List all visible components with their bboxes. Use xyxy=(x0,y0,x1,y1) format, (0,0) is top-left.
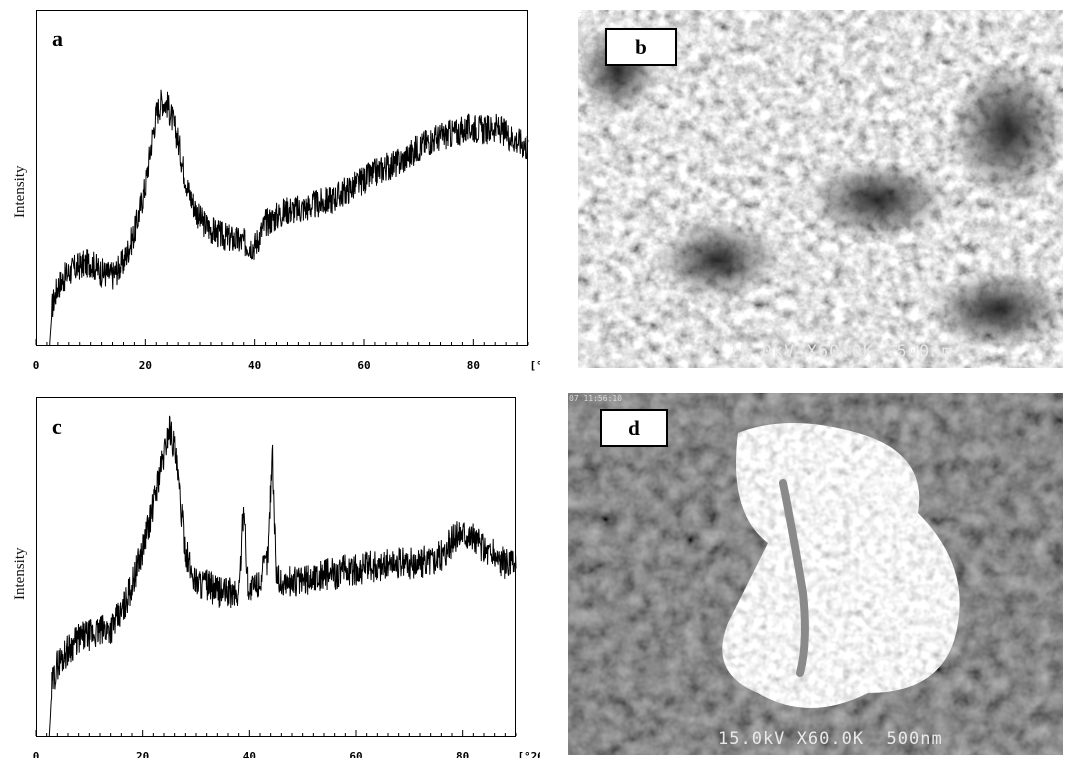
x-tick-label: 0 xyxy=(33,359,40,372)
sem-scale-bar-b: 15.0kV X60.0K 500nm xyxy=(728,342,953,362)
x-tick-label: 0 xyxy=(33,750,40,758)
sem-image-b: 210 10:27:04 b 15.0kV X60.0K 500nm xyxy=(578,10,1063,368)
chart-frame-a xyxy=(36,10,528,346)
x-tick-label: 60 xyxy=(349,750,362,758)
xrd-trace xyxy=(49,89,529,346)
sem-timestamp-d: 07 11:56:10 xyxy=(569,394,622,403)
panel-label-a: a xyxy=(52,26,63,51)
panel-label-d: d xyxy=(600,409,668,447)
x-axis-unit-label: [°2θ] xyxy=(517,750,540,758)
panel-label-b: b xyxy=(605,28,677,66)
xrd-trace xyxy=(48,415,517,737)
sem-timestamp-b: 210 10:27:04 xyxy=(579,11,637,20)
sem-texture-b xyxy=(578,10,1063,368)
x-tick-label: 20 xyxy=(139,359,152,372)
x-tick-label: 80 xyxy=(467,359,480,372)
sem-scale-bar-d: 15.0kV X60.0K 500nm xyxy=(718,729,943,749)
sem-image-d: 07 11:56:10 d 15.0kV X60.0K 500nm xyxy=(568,393,1063,755)
panel-label-c: c xyxy=(52,414,62,439)
x-tick-label: 40 xyxy=(243,750,256,758)
x-tick-label: 40 xyxy=(248,359,261,372)
xrd-chart-c: 0 20 40 60 80 [°2θ] xyxy=(33,415,540,758)
x-tick-label: 20 xyxy=(136,750,149,758)
sem-texture-d xyxy=(568,393,1063,755)
x-tick-label: 80 xyxy=(456,750,469,758)
x-axis-unit-label: [°2θ] xyxy=(529,359,540,372)
xrd-chart-a: 0 20 40 60 80 [°2θ] xyxy=(33,89,540,372)
x-tick-label: 60 xyxy=(357,359,370,372)
